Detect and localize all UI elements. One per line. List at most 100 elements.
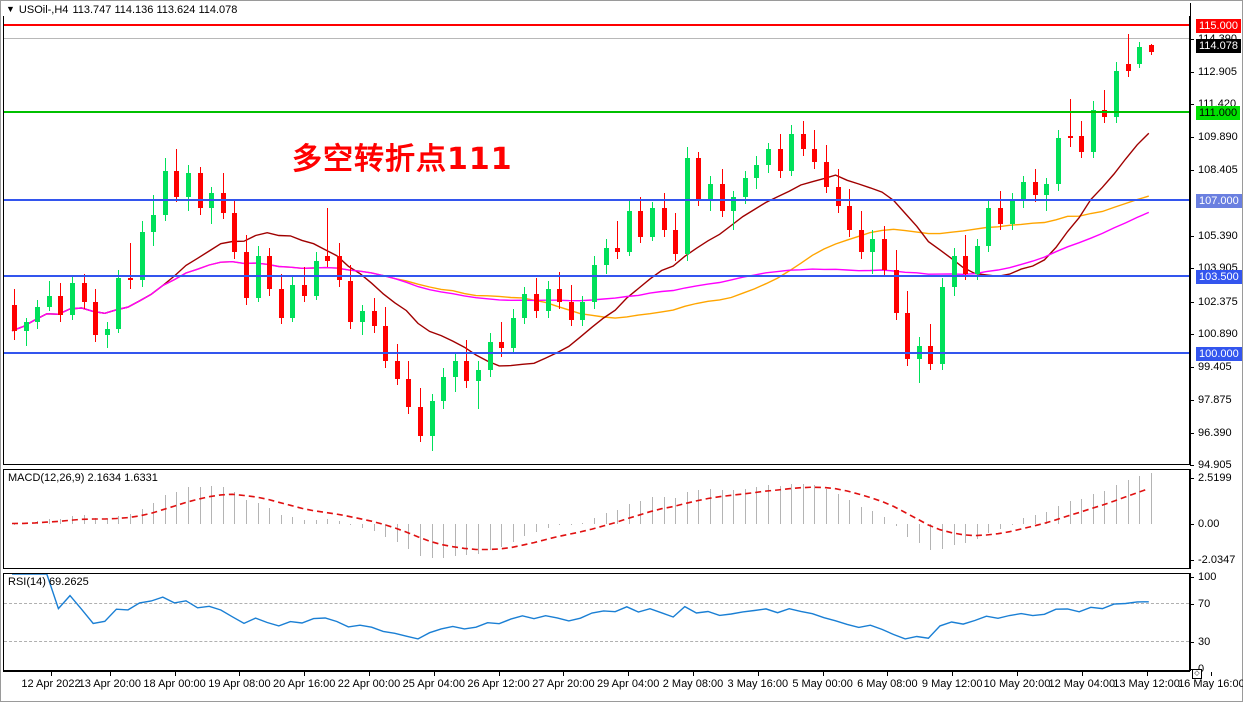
macd-histogram-bar — [292, 517, 294, 524]
axis-tick — [1190, 465, 1194, 466]
candle-body — [557, 289, 563, 303]
price-tick-label: 99.405 — [1198, 360, 1232, 373]
macd-histogram-bar — [454, 523, 456, 556]
candle-body — [464, 361, 470, 382]
support-103-5-line[interactable] — [4, 275, 1189, 278]
price-axis[interactable]: 114.390112.905111.420109.890108.405105.3… — [1190, 3, 1242, 675]
candle-body — [441, 376, 447, 401]
rsi-tick-label: 70 — [1198, 597, 1211, 610]
axis-tick — [1190, 366, 1194, 368]
candle-body — [928, 346, 934, 364]
time-axis-label: 12 May 04:00 — [1048, 678, 1116, 690]
time-axis-label: 18 Apr 00:00 — [143, 678, 206, 690]
price-tag-100-000[interactable]: 100.000 — [1196, 346, 1242, 361]
macd-histogram-bar — [257, 502, 259, 524]
time-axis-label: 13 Apr 20:00 — [78, 678, 141, 690]
candle-body — [673, 230, 679, 255]
candle-body — [302, 284, 307, 296]
candle-wick — [327, 208, 329, 268]
macd-signal-line — [11, 486, 1150, 551]
macd-panel[interactable]: MACD(12,26,9) 2.1634 1.6331 — [3, 469, 1190, 569]
price-tag-115-000[interactable]: 115.000 — [1196, 18, 1241, 33]
resistance-115-line[interactable] — [4, 23, 1189, 26]
macd-histogram-bar — [246, 499, 247, 524]
axis-tick — [1190, 642, 1194, 644]
time-tick — [952, 672, 954, 676]
price-tag-107-000[interactable]: 107.000 — [1196, 193, 1242, 208]
macd-histogram-bar — [1000, 523, 1001, 529]
macd-histogram-bar — [95, 517, 97, 524]
candle-body — [499, 341, 505, 349]
candle-body — [93, 302, 99, 336]
time-tick — [1017, 672, 1018, 676]
axis-tick — [1190, 477, 1194, 479]
macd-histogram-bar — [953, 523, 955, 545]
axis-tick — [1190, 560, 1194, 562]
candle-body — [116, 278, 122, 329]
axis-resize-handle[interactable]: ◇ — [1192, 669, 1202, 679]
support-107-line[interactable] — [4, 198, 1189, 201]
pivot-111-line[interactable] — [4, 111, 1189, 114]
candle-body — [1114, 70, 1119, 117]
macd-histogram-bar — [512, 523, 514, 542]
macd-histogram-bar — [547, 523, 549, 528]
candle-body — [1032, 182, 1038, 196]
candle-body — [858, 230, 864, 253]
candle-body — [383, 326, 389, 362]
candle-body — [394, 361, 400, 379]
macd-histogram-bar — [605, 512, 607, 524]
candle-body — [580, 302, 586, 320]
axis-tick — [1190, 104, 1194, 106]
macd-histogram-bar — [1069, 500, 1071, 524]
macd-histogram-bar — [1139, 475, 1141, 524]
price-chart-panel[interactable]: 多空转折点111 — [3, 3, 1190, 465]
macd-histogram-bar — [988, 523, 990, 533]
macd-histogram-bar — [698, 490, 700, 524]
macd-histogram-bar — [860, 506, 862, 524]
candle-body — [545, 289, 551, 312]
macd-histogram-bar — [826, 488, 827, 524]
chart-annotation: 多空转折点111 — [292, 142, 513, 177]
symbol-label: USOil-,H4 — [18, 3, 69, 16]
macd-histogram-bar — [524, 523, 526, 536]
macd-histogram-bar — [60, 518, 62, 524]
macd-histogram-bar — [222, 487, 224, 524]
candle-body — [754, 164, 760, 178]
time-tick — [498, 672, 500, 676]
time-axis[interactable]: 12 Apr 2022 13 Apr 20:00 18 Apr 00:00 19 Ap… — [3, 671, 1243, 701]
candle-body — [70, 282, 75, 316]
macd-histogram-bar — [617, 509, 619, 524]
moving-average-group — [11, 132, 1150, 367]
axis-tick — [1190, 169, 1194, 171]
candle-body — [1009, 199, 1015, 224]
price-tick-label: 105.390 — [1198, 229, 1238, 242]
macd-histogram-bar — [1081, 498, 1083, 524]
candle-body — [951, 256, 957, 288]
candle-body — [325, 256, 331, 261]
rsi-panel[interactable]: RSI(14) 69.2625 — [3, 573, 1190, 671]
macd-tick-label: 0.00 — [1198, 517, 1220, 530]
candle-body — [371, 311, 377, 327]
price-tag-103-500[interactable]: 103.500 — [1196, 270, 1242, 285]
macd-histogram-bar — [895, 523, 897, 527]
price-tag-111-000[interactable]: 111.000 — [1196, 106, 1241, 121]
candle-wick — [130, 243, 131, 290]
macd-histogram-bar — [1127, 480, 1129, 524]
axis-tick — [1190, 577, 1194, 578]
macd-tick-label: -2.0347 — [1198, 554, 1236, 567]
macd-histogram-bar — [536, 523, 537, 533]
macd-histogram-bar — [1104, 490, 1106, 524]
macd-histogram-bar — [582, 522, 584, 524]
candle-body — [742, 177, 748, 198]
macd-histogram-bar — [686, 491, 688, 524]
support-100-line[interactable] — [4, 351, 1189, 354]
time-tick — [757, 672, 759, 676]
chevron-down-icon[interactable]: ▼ — [6, 4, 15, 14]
axis-line — [1190, 469, 1191, 569]
macd-histogram-bar — [130, 514, 131, 524]
candle-body — [1067, 136, 1073, 139]
candle-body — [893, 269, 899, 314]
price-tag-114-078[interactable]: 114.078 — [1196, 38, 1241, 53]
macd-histogram-bar — [373, 523, 375, 532]
